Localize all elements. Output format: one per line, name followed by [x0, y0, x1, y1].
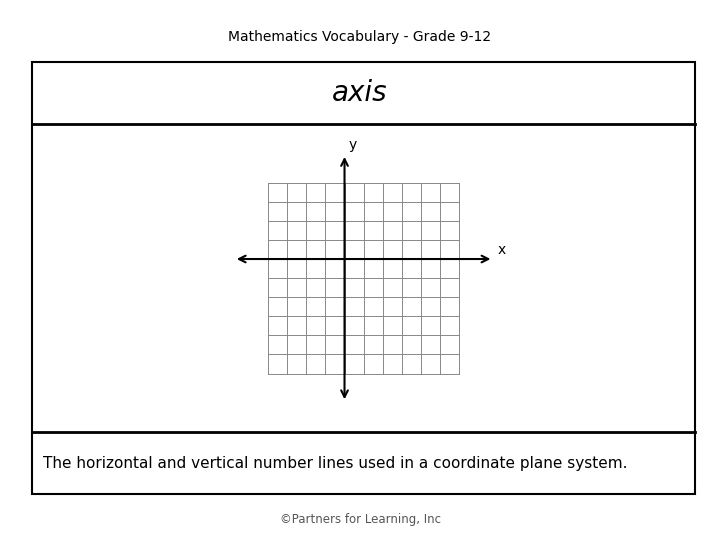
Text: ©Partners for Learning, Inc: ©Partners for Learning, Inc	[279, 514, 441, 526]
Text: y: y	[348, 138, 356, 152]
Text: axis: axis	[332, 79, 388, 107]
Text: Mathematics Vocabulary - Grade 9-12: Mathematics Vocabulary - Grade 9-12	[228, 30, 492, 44]
Text: The horizontal and vertical number lines used in a coordinate plane system.: The horizontal and vertical number lines…	[43, 456, 628, 470]
Text: x: x	[497, 243, 505, 257]
